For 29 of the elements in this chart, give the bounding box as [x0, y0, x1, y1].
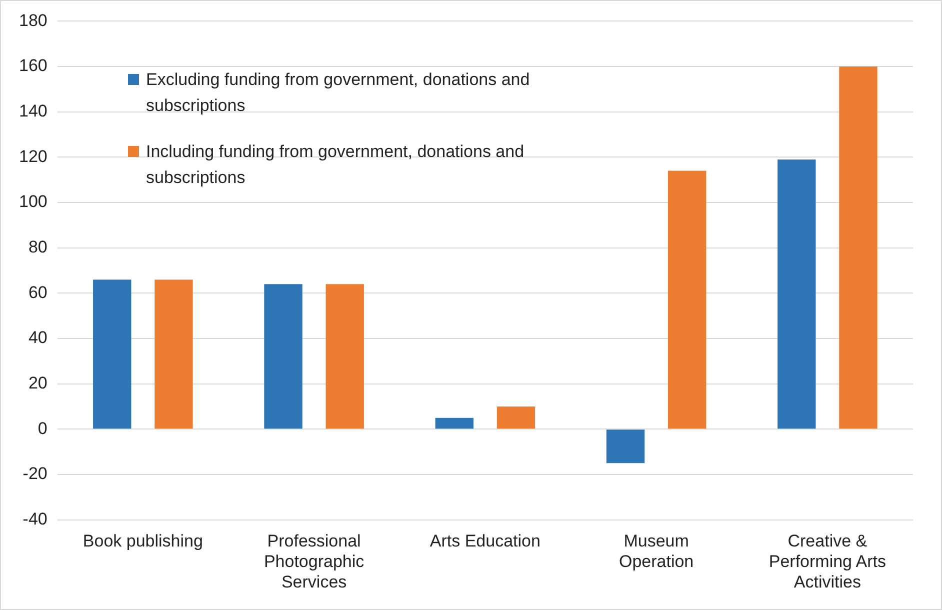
bar [839, 66, 878, 429]
y-tick-label: 120 [18, 146, 48, 166]
y-tick-label: -20 [22, 464, 48, 484]
y-tick-label: 180 [18, 10, 48, 30]
bar [93, 280, 132, 429]
y-tick-label: 80 [28, 238, 48, 257]
legend-label: Including funding from government, donations and subscriptions [146, 142, 524, 187]
x-tick-label: Professional Photographic Services [264, 532, 365, 592]
bar [154, 280, 193, 429]
bar [326, 284, 364, 429]
y-tick-label: 140 [18, 102, 48, 121]
y-tick-label: 100 [18, 192, 48, 212]
y-tick-label: 60 [28, 282, 48, 302]
x-tick-label: Arts Education [430, 532, 540, 551]
x-tick-label: Book publishing [82, 532, 203, 551]
x-tick-label: Museum Operation [618, 532, 694, 572]
y-tick-label: 20 [28, 374, 48, 393]
bar [778, 159, 816, 429]
bar [496, 406, 536, 429]
y-tick-label: -40 [22, 509, 48, 528]
x-tick-label: Creative & Performing Arts Activities [768, 532, 886, 592]
y-tick-label: 0 [38, 418, 48, 438]
legend-label: Excluding funding from government, donations and subscriptions [146, 70, 530, 115]
y-tick-label: 40 [28, 328, 48, 348]
bar [606, 430, 645, 464]
y-tick-label: 160 [18, 56, 48, 76]
bar [264, 284, 302, 429]
bar [435, 418, 474, 429]
bar [668, 170, 706, 429]
